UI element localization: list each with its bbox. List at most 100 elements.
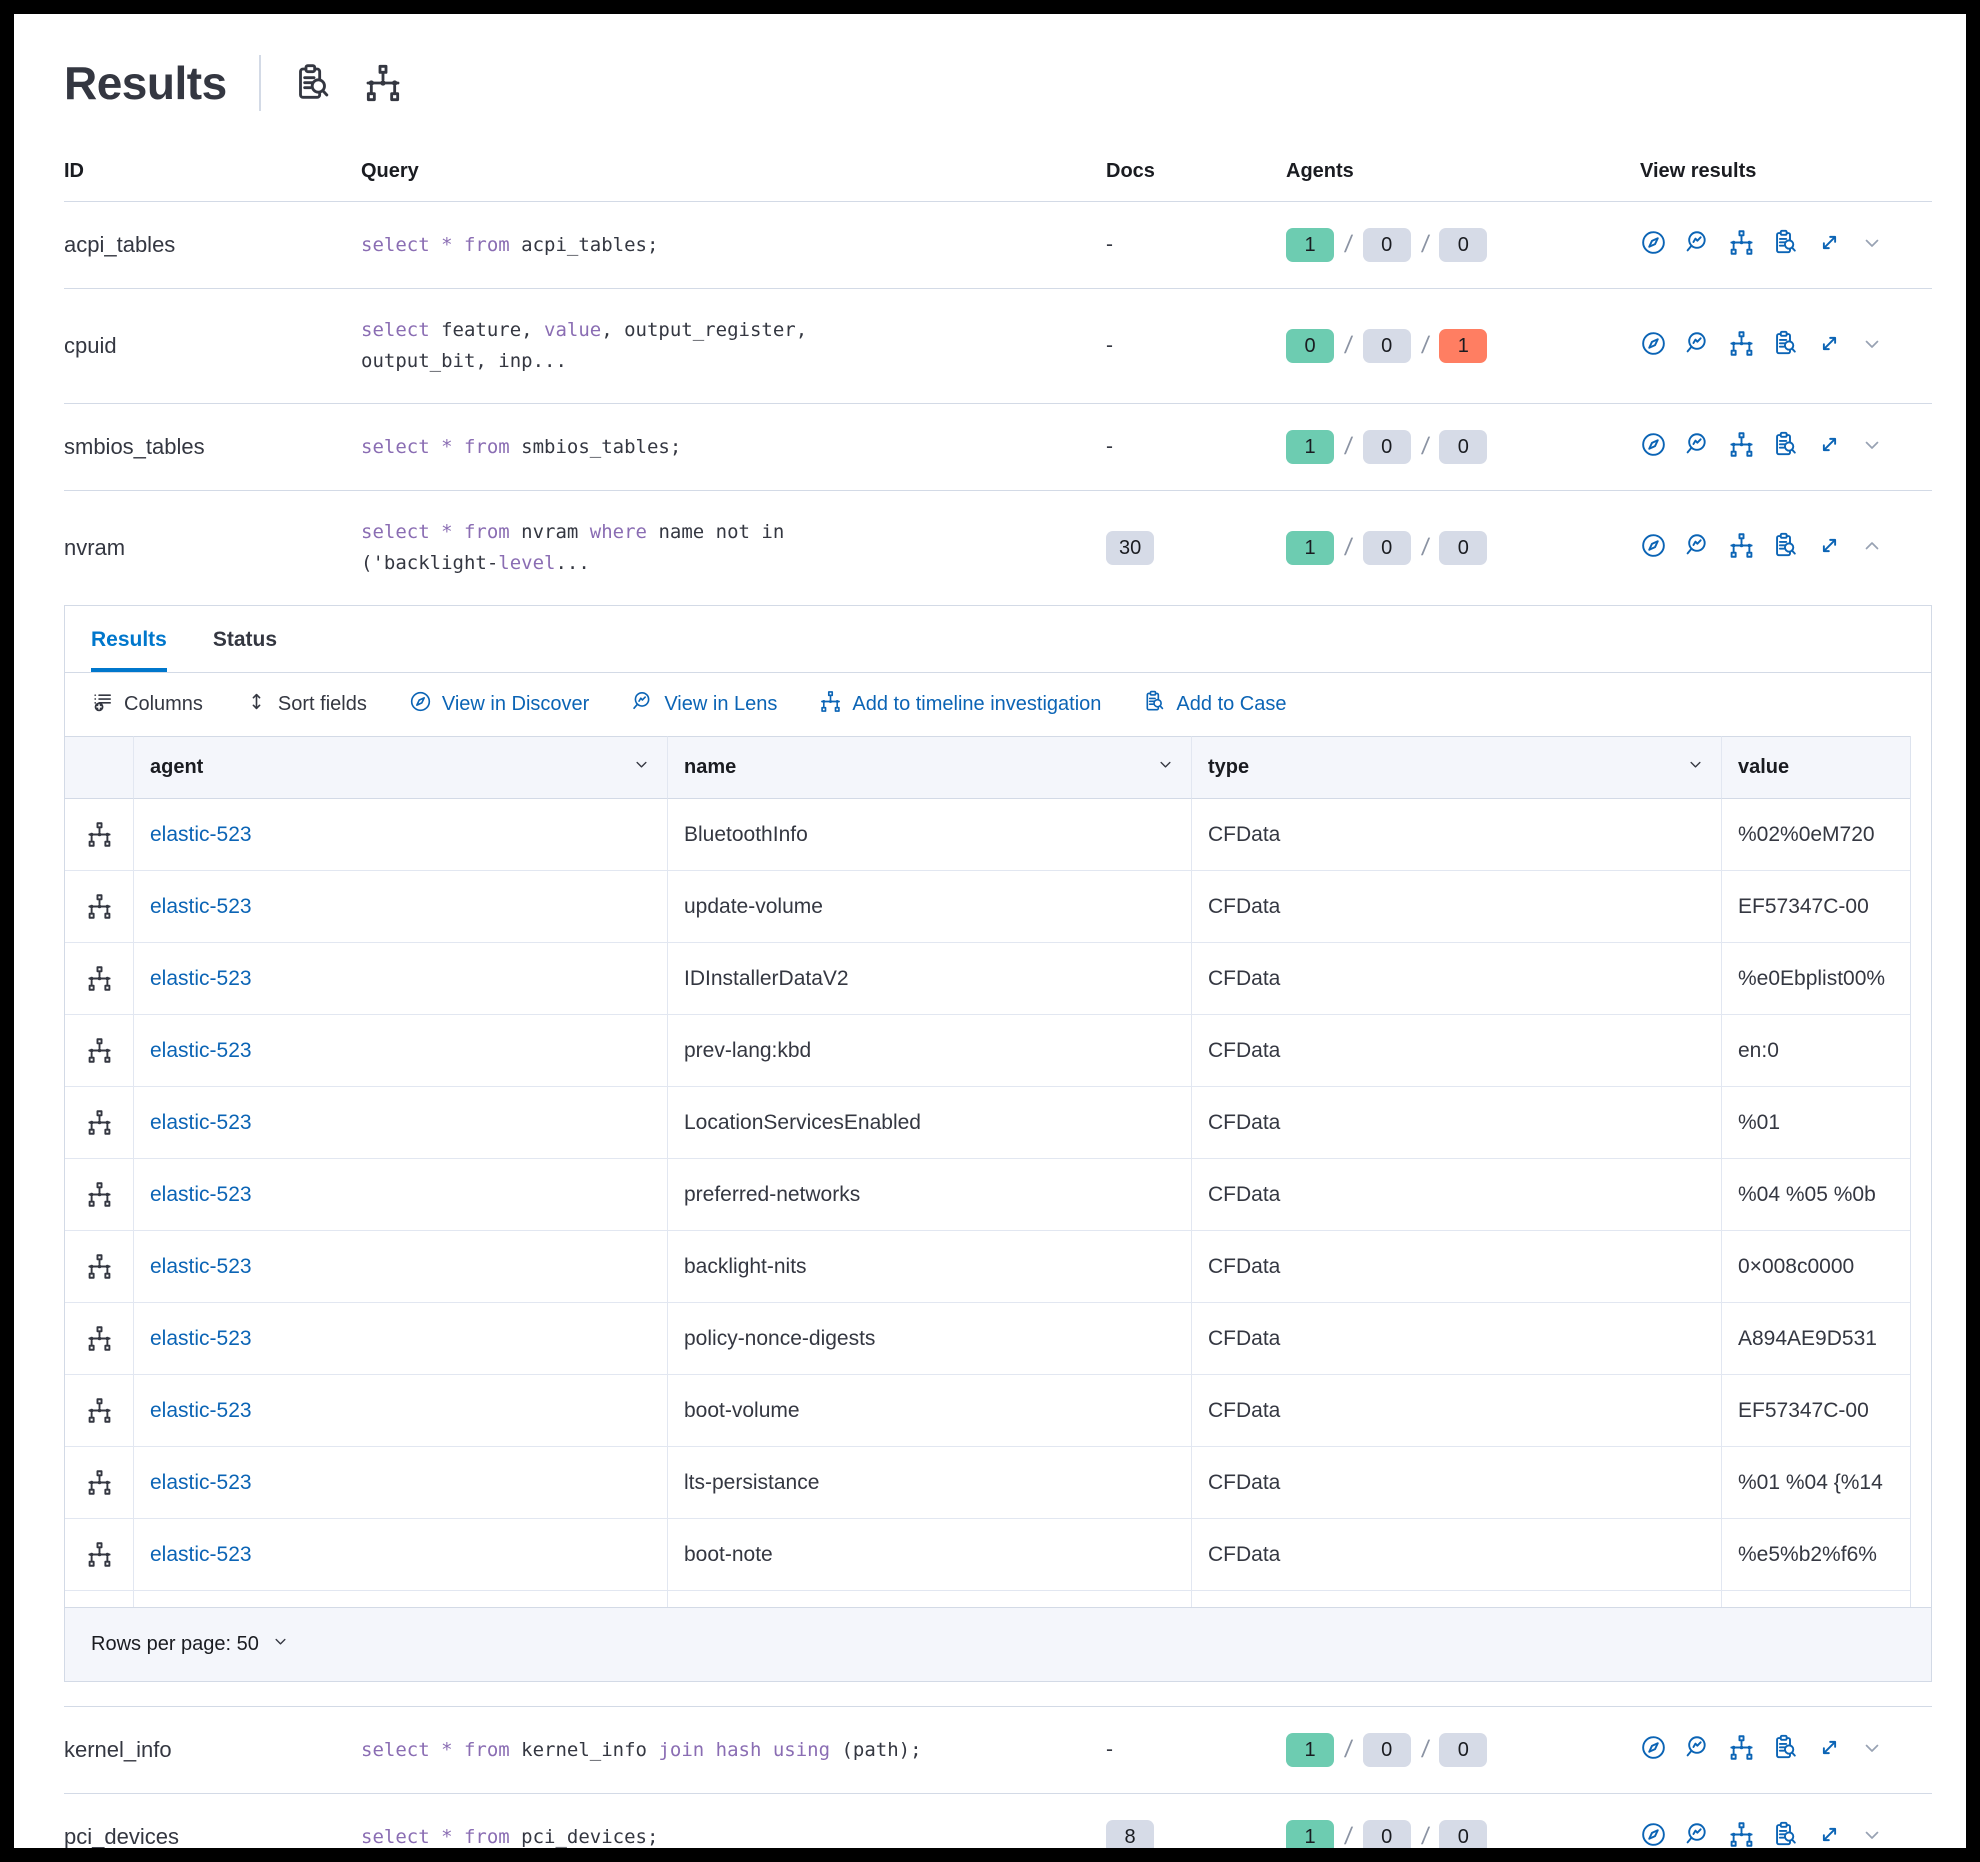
agent-count-badge: 0 bbox=[1439, 531, 1488, 565]
add-to-case-icon[interactable] bbox=[1772, 229, 1799, 261]
sort-fields-button[interactable]: Sort fields bbox=[245, 690, 367, 719]
page-title: Results bbox=[64, 57, 227, 109]
query-sql: select * from smbios_tables; bbox=[361, 435, 682, 458]
expand-icon[interactable] bbox=[1816, 330, 1843, 362]
add-to-timeline-icon[interactable] bbox=[1728, 229, 1755, 261]
view-in-lens-icon[interactable] bbox=[1684, 330, 1711, 362]
timeline-icon[interactable] bbox=[363, 63, 403, 103]
row-timeline-button[interactable] bbox=[65, 1519, 133, 1591]
view-in-discover-icon[interactable] bbox=[1640, 532, 1667, 564]
row-timeline-button[interactable] bbox=[65, 1015, 133, 1087]
columns-button[interactable]: Columns bbox=[91, 690, 203, 719]
view-in-lens-icon[interactable] bbox=[1684, 1734, 1711, 1766]
chevron-down-icon[interactable] bbox=[1860, 231, 1884, 260]
view-in-discover-button[interactable]: View in Discover bbox=[409, 690, 589, 719]
view-in-lens-icon[interactable] bbox=[1684, 229, 1711, 261]
add-to-timeline-icon[interactable] bbox=[1728, 431, 1755, 463]
view-in-discover-icon[interactable] bbox=[1640, 1734, 1667, 1766]
row-timeline-button[interactable] bbox=[65, 1087, 133, 1159]
grid-row: elastic-523 IDInstallerDataV2 CFData %e0… bbox=[65, 943, 1910, 1015]
agent-link[interactable]: elastic-523 bbox=[150, 1542, 252, 1566]
badge-separator: / bbox=[1419, 332, 1431, 359]
expand-icon[interactable] bbox=[1816, 431, 1843, 463]
row-timeline-button[interactable] bbox=[65, 1231, 133, 1303]
badge-separator: / bbox=[1343, 1736, 1354, 1763]
cell-type: CFData bbox=[1191, 799, 1721, 871]
view-in-lens-icon[interactable] bbox=[1684, 1821, 1711, 1848]
agent-link[interactable]: elastic-523 bbox=[150, 1038, 252, 1062]
chevron-up-icon[interactable] bbox=[1860, 534, 1884, 563]
add-to-timeline-icon[interactable] bbox=[1728, 1821, 1755, 1848]
row-timeline-button[interactable] bbox=[65, 799, 133, 871]
chevron-down-icon[interactable] bbox=[1860, 332, 1884, 361]
agent-link[interactable]: elastic-523 bbox=[150, 1254, 252, 1278]
row-timeline-button[interactable] bbox=[65, 1447, 133, 1519]
query-sql: select * from kernel_info join hash usin… bbox=[361, 1738, 922, 1761]
inspect-case-icon[interactable] bbox=[293, 63, 333, 103]
cell-name: backlight-nits bbox=[667, 1231, 1191, 1303]
agent-link[interactable]: elastic-523 bbox=[150, 1398, 252, 1422]
row-timeline-button[interactable] bbox=[65, 1159, 133, 1231]
agent-link[interactable]: elastic-523 bbox=[150, 894, 252, 918]
add-to-timeline-icon[interactable] bbox=[1728, 330, 1755, 362]
agent-count-badge: 1 bbox=[1286, 531, 1334, 565]
chevron-down-icon bbox=[632, 755, 651, 780]
cell-value: %01 bbox=[1721, 1087, 1910, 1159]
view-in-discover-icon[interactable] bbox=[1640, 1821, 1667, 1848]
tab-status[interactable]: Status bbox=[212, 628, 278, 651]
grid-col-name[interactable]: name bbox=[667, 736, 1191, 799]
view-in-lens-icon[interactable] bbox=[1684, 532, 1711, 564]
cell-value: A894AE9D531 bbox=[1721, 1303, 1910, 1375]
agents-status: 1 / 0 / 0 bbox=[1286, 202, 1640, 288]
expand-icon[interactable] bbox=[1816, 532, 1843, 564]
agent-link[interactable]: elastic-523 bbox=[150, 966, 252, 990]
table-row-expanded: nvram select * from nvram where name not… bbox=[64, 491, 1932, 605]
chevron-down-icon[interactable] bbox=[1860, 1823, 1884, 1849]
agent-link[interactable]: elastic-523 bbox=[150, 822, 252, 846]
tab-results[interactable]: Results bbox=[91, 628, 167, 672]
add-to-case-button[interactable]: Add to Case bbox=[1143, 690, 1287, 719]
badge-separator: / bbox=[1343, 332, 1354, 359]
view-in-lens-button[interactable]: View in Lens bbox=[631, 690, 777, 719]
grid-col-type[interactable]: type bbox=[1191, 736, 1721, 799]
agent-count-badge: 0 bbox=[1439, 430, 1488, 464]
chevron-down-icon[interactable] bbox=[1860, 1736, 1884, 1765]
agent-link[interactable]: elastic-523 bbox=[150, 1326, 252, 1350]
grid-row: elastic-523 backlight-nits CFData 0×008c… bbox=[65, 1231, 1910, 1303]
row-timeline-button[interactable] bbox=[65, 943, 133, 1015]
table-row: cpuid select feature, value, output_regi… bbox=[64, 289, 1932, 404]
row-timeline-button[interactable] bbox=[65, 871, 133, 943]
grid-col-agent[interactable]: agent bbox=[133, 736, 667, 799]
add-to-case-icon[interactable] bbox=[1772, 431, 1799, 463]
grid-row: elastic-523 preferred-networks CFData %0… bbox=[65, 1159, 1910, 1231]
add-to-case-icon[interactable] bbox=[1772, 532, 1799, 564]
add-to-timeline-icon[interactable] bbox=[1728, 532, 1755, 564]
agent-count-badge: 0 bbox=[1439, 1733, 1488, 1767]
view-in-discover-icon[interactable] bbox=[1640, 330, 1667, 362]
expand-icon[interactable] bbox=[1816, 1734, 1843, 1766]
cell-name: lts-persistance bbox=[667, 1447, 1191, 1519]
rows-per-page[interactable]: Rows per page: 50 bbox=[65, 1607, 1931, 1681]
add-to-case-icon[interactable] bbox=[1772, 1821, 1799, 1848]
row-timeline-button[interactable] bbox=[65, 1303, 133, 1375]
add-to-timeline-icon[interactable] bbox=[1728, 1734, 1755, 1766]
view-in-lens-icon[interactable] bbox=[1684, 431, 1711, 463]
expand-icon[interactable] bbox=[1816, 229, 1843, 261]
cell-type: CFData bbox=[1191, 1087, 1721, 1159]
agent-count-badge: 1 bbox=[1286, 228, 1334, 262]
view-in-discover-icon[interactable] bbox=[1640, 229, 1667, 261]
add-to-timeline-button[interactable]: Add to timeline investigation bbox=[819, 690, 1101, 719]
expand-icon[interactable] bbox=[1816, 1821, 1843, 1848]
chevron-down-icon[interactable] bbox=[1860, 433, 1884, 462]
view-in-discover-icon[interactable] bbox=[1640, 431, 1667, 463]
agent-count-badge: 1 bbox=[1286, 1820, 1334, 1848]
grid-col-value[interactable]: value bbox=[1721, 736, 1910, 799]
add-to-case-icon[interactable] bbox=[1772, 330, 1799, 362]
add-to-case-icon[interactable] bbox=[1772, 1734, 1799, 1766]
agent-count-badge: 0 bbox=[1286, 329, 1334, 363]
agent-link[interactable]: elastic-523 bbox=[150, 1470, 252, 1494]
agent-link[interactable]: elastic-523 bbox=[150, 1110, 252, 1134]
cell-type: CFData bbox=[1191, 1303, 1721, 1375]
agent-link[interactable]: elastic-523 bbox=[150, 1182, 252, 1206]
row-timeline-button[interactable] bbox=[65, 1375, 133, 1447]
